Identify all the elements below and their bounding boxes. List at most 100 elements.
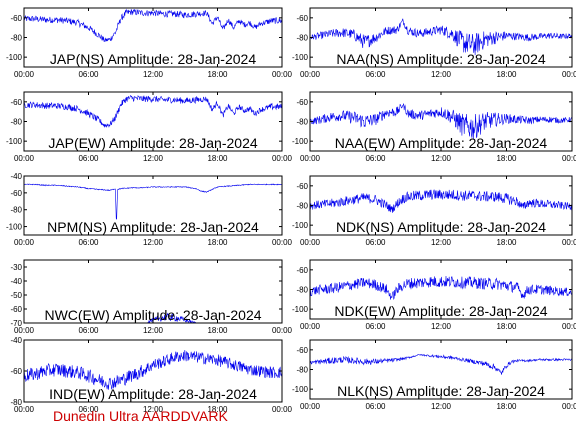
x-tick-label-naa-ew: 00:00: [300, 154, 321, 163]
x-tick-label-ndk-ew: 00:00: [562, 322, 576, 331]
x-tick-label-nlk-ns: 12:00: [431, 402, 452, 411]
panel-title-nlk-ns: NLK(NS) Amplitude: 28-Jan-2024: [337, 383, 545, 399]
x-tick-label-npm-ns: 00:00: [272, 238, 293, 247]
x-tick-label-ind-ew: 12:00: [143, 405, 164, 414]
y-tick-label-nwc-ew: -60: [10, 305, 22, 314]
x-tick-label-jap-ew: 06:00: [78, 154, 99, 163]
x-tick-label-ndk-ew: 00:00: [300, 322, 321, 331]
y-tick-label-jap-ns: -100: [6, 53, 23, 62]
x-tick-label-jap-ns: 00:00: [272, 70, 293, 79]
x-tick-label-ind-ew: 00:00: [14, 405, 35, 414]
y-tick-label-nwc-ew: -70: [10, 319, 22, 328]
x-tick-label-ind-ew: 00:00: [272, 405, 293, 414]
y-tick-label-nwc-ew: -40: [10, 277, 22, 286]
y-tick-label-nwc-ew: -30: [10, 263, 22, 272]
y-tick-label-jap-ns: -60: [10, 14, 22, 23]
x-tick-label-npm-ns: 06:00: [78, 238, 99, 247]
panel-title-naa-ns: NAA(NS) Amplitude: 28-Jan-2024: [336, 51, 546, 67]
y-tick-label-naa-ew: -60: [296, 98, 308, 107]
y-tick-label-ndk-ns: -60: [296, 182, 308, 191]
trace-ind-ew: [24, 350, 282, 390]
trace-npm-ns: [24, 183, 282, 220]
y-tick-label-jap-ew: -100: [6, 137, 23, 146]
trace-naa-ew: [310, 103, 572, 139]
footer-caption: Dunedin Ultra AARDDVARK: [53, 408, 228, 424]
x-tick-label-nlk-ns: 06:00: [365, 402, 386, 411]
panel-npm-ns: -100 -80 -60 -40 00:00 06:00 12:00 18:00 00:00 NP…: [6, 172, 293, 247]
x-tick-label-npm-ns: 12:00: [143, 238, 164, 247]
x-tick-label-jap-ns: 12:00: [143, 70, 164, 79]
panel-title-nwc-ew: NWC(EW) Amplitude: 28-Jan-2024: [44, 307, 261, 323]
panel-title-ndk-ew: NDK(EW) Amplitude: 28-Jan-2024: [334, 303, 547, 319]
x-tick-label-ndk-ns: 06:00: [365, 238, 386, 247]
trace-ndk-ew: [310, 275, 572, 301]
y-tick-label-naa-ew: -80: [296, 118, 308, 127]
x-tick-label-ndk-ew: 12:00: [431, 322, 452, 331]
panel-jap-ns: -100 -80 -60 00:00 06:00 12:00 18:00 00:00 JAP(N…: [6, 7, 293, 79]
y-tick-label-naa-ns: -80: [296, 34, 308, 43]
x-tick-label-naa-ew: 12:00: [431, 154, 452, 163]
panel-naa-ew: -100 -80 -60 00:00 06:00 12:00 18:00 00:00 NAA(E…: [292, 91, 576, 163]
panel-jap-ew: -100 -80 -60 00:00 06:00 12:00 18:00 00:00 JAP(E…: [6, 91, 293, 163]
x-tick-label-naa-ew: 18:00: [496, 154, 517, 163]
x-tick-label-jap-ns: 18:00: [207, 70, 228, 79]
y-tick-label-jap-ew: -60: [10, 98, 22, 107]
panel-naa-ns: -100 -80 -60 00:00 06:00 12:00 18:00 00:00 NAA(N…: [292, 7, 576, 79]
x-tick-label-ndk-ns: 18:00: [496, 238, 517, 247]
x-tick-label-nwc-ew: 06:00: [78, 326, 99, 335]
panel-title-naa-ew: NAA(EW) Amplitude: 28-Jan-2024: [335, 135, 548, 151]
x-tick-label-nwc-ew: 00:00: [14, 326, 35, 335]
y-tick-label-ind-ew: -40: [10, 336, 22, 345]
y-tick-label-jap-ew: -80: [10, 118, 22, 127]
trace-ndk-ns: [310, 189, 572, 213]
panel-ind-ew: -80 -60 -40 00:00 06:00 12:00 18:00 00:00 IND(EW…: [10, 336, 292, 414]
x-tick-label-naa-ns: 06:00: [365, 70, 386, 79]
y-tick-label-ind-ew: -80: [10, 398, 22, 407]
y-tick-label-ndk-ew: -100: [292, 305, 309, 314]
panel-ndk-ns: -100 -80 -60 00:00 06:00 12:00 18:00 00:00 NDK(N…: [292, 175, 576, 247]
x-tick-label-nlk-ns: 00:00: [562, 402, 576, 411]
x-tick-label-naa-ew: 00:00: [562, 154, 576, 163]
y-tick-label-ndk-ew: -80: [296, 286, 308, 295]
panel-title-jap-ew: JAP(EW) Amplitude: 28-Jan-2024: [48, 135, 258, 151]
y-tick-label-ndk-ns: -100: [292, 221, 309, 230]
trace-naa-ns: [310, 18, 572, 56]
x-tick-label-jap-ns: 00:00: [14, 70, 35, 79]
y-tick-label-naa-ns: -60: [296, 14, 308, 23]
x-tick-label-ndk-ns: 12:00: [431, 238, 452, 247]
y-tick-label-npm-ns: -60: [10, 189, 22, 198]
y-tick-label-naa-ew: -100: [292, 137, 309, 146]
x-tick-label-naa-ns: 00:00: [300, 70, 321, 79]
x-tick-label-naa-ew: 06:00: [365, 154, 386, 163]
panel-title-jap-ns: JAP(NS) Amplitude: 28-Jan-2024: [50, 51, 256, 67]
y-tick-label-ind-ew: -60: [10, 367, 22, 376]
y-tick-label-nlk-ns: -100: [292, 385, 309, 394]
y-tick-label-nlk-ns: -60: [296, 346, 308, 355]
x-tick-label-nwc-ew: 12:00: [143, 326, 164, 335]
x-tick-label-nwc-ew: 00:00: [272, 326, 293, 335]
x-tick-label-jap-ew: 18:00: [207, 154, 228, 163]
y-tick-label-npm-ns: -40: [10, 172, 22, 181]
x-tick-label-ndk-ew: 18:00: [496, 322, 517, 331]
x-tick-label-ndk-ew: 06:00: [365, 322, 386, 331]
x-tick-label-naa-ns: 00:00: [562, 70, 576, 79]
x-tick-label-nlk-ns: 18:00: [496, 402, 517, 411]
x-tick-label-npm-ns: 18:00: [207, 238, 228, 247]
x-tick-label-ind-ew: 06:00: [78, 405, 99, 414]
trace-jap-ns: [24, 8, 282, 43]
panel-title-ndk-ns: NDK(NS) Amplitude: 28-Jan-2024: [336, 219, 546, 235]
trace-nlk-ns: [310, 353, 572, 375]
x-tick-label-npm-ns: 00:00: [14, 238, 35, 247]
y-tick-label-naa-ns: -100: [292, 53, 309, 62]
y-tick-label-jap-ns: -80: [10, 34, 22, 43]
x-tick-label-ndk-ns: 00:00: [562, 238, 576, 247]
x-tick-label-jap-ew: 12:00: [143, 154, 164, 163]
panel-nlk-ns: -100 -80 -60 00:00 06:00 12:00 18:00 00:00 NLK(N…: [292, 339, 576, 411]
panel-nwc-ew: -70 -60 -50 -40 -30 00:00 06:00 12:00 18:00 00:00…: [10, 259, 293, 335]
panel-title-ind-ew: IND(EW) Amplitude: 28-Jan-2024: [49, 386, 257, 402]
x-tick-label-jap-ew: 00:00: [272, 154, 293, 163]
panel-ndk-ew: -100 -80 -60 00:00 06:00 12:00 18:00 00:00 NDK(E…: [292, 259, 576, 331]
x-tick-label-nlk-ns: 00:00: [300, 402, 321, 411]
y-tick-label-nlk-ns: -80: [296, 366, 308, 375]
